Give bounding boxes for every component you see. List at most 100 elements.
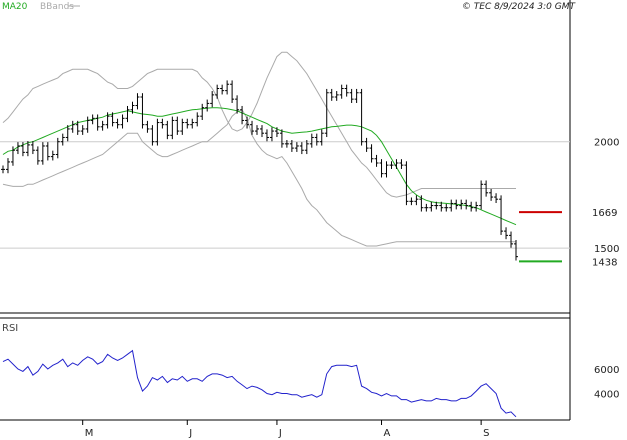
- bb-lower-line: [2, 109, 516, 247]
- ohlc-bar: [474, 201, 479, 212]
- x-tick-label: J: [278, 428, 282, 439]
- ohlc-bar: [324, 88, 329, 138]
- ohlc-bar: [314, 133, 319, 146]
- legend: MA20 BBands © TEC 8/9/2024 3:0 GMT: [2, 2, 576, 12]
- ohlc-bar: [20, 142, 25, 157]
- ohlc-bar: [15, 142, 20, 155]
- ohlc-bar: [449, 199, 454, 212]
- ohlc-bar: [434, 201, 439, 210]
- ohlc-bar: [294, 142, 299, 152]
- ohlc-bar: [235, 95, 240, 114]
- ohlc-bar: [354, 88, 359, 103]
- ohlc-bar: [245, 116, 250, 129]
- rsi-panel: [2, 349, 517, 418]
- ohlc-bar: [359, 88, 364, 146]
- ohlc-bar: [399, 159, 404, 169]
- ohlc-bar: [404, 161, 409, 206]
- ohlc-bar: [250, 120, 255, 135]
- ohlc-bar: [319, 129, 324, 146]
- ohlc-bar: [135, 93, 140, 110]
- ohlc-bar: [289, 140, 294, 152]
- ohlc-bar: [185, 118, 190, 129]
- ohlc-bar: [45, 142, 50, 161]
- ohlc-bar: [489, 188, 494, 201]
- ohlc-bar: [110, 112, 115, 127]
- ohlc-bars: [1, 80, 518, 261]
- ohlc-bar: [284, 140, 289, 148]
- ohlc-bar: [384, 161, 389, 178]
- ohlc-bar: [349, 88, 354, 103]
- ohlc-bar: [120, 114, 125, 129]
- ohlc-bar: [255, 125, 260, 135]
- ohlc-bar: [389, 161, 394, 169]
- ohlc-bar: [25, 141, 30, 157]
- ohlc-bar: [394, 159, 399, 169]
- ohlc-bar: [65, 125, 70, 142]
- ohlc-bar: [309, 133, 314, 148]
- y-tick-label: 2000: [594, 138, 619, 149]
- ohlc-bar: [414, 195, 419, 206]
- ohlc-bar: [240, 105, 245, 125]
- ohlc-bar: [130, 101, 135, 114]
- ohlc-bar: [115, 118, 120, 129]
- ohlc-bar: [334, 91, 339, 101]
- ohlc-bar: [339, 84, 344, 99]
- ohlc-bar: [170, 116, 175, 140]
- ohlc-bar: [299, 142, 304, 155]
- ohlc-bar: [369, 144, 374, 163]
- ohlc-bar: [145, 120, 150, 133]
- ohlc-bar: [364, 137, 369, 152]
- ohlc-bar: [279, 129, 284, 148]
- rsi-label: RSI: [2, 323, 18, 334]
- ohlc-bar: [200, 103, 205, 121]
- ohlc-bar: [504, 227, 509, 240]
- y-tick-label: 1500: [594, 244, 619, 255]
- ohlc-bar: [419, 195, 424, 212]
- ohlc-bar: [225, 80, 230, 95]
- ohlc-bar: [230, 80, 235, 103]
- ohlc-bar: [464, 199, 469, 210]
- ohlc-bar: [484, 180, 489, 197]
- ohlc-bar: [165, 120, 170, 140]
- x-tick-label: S: [483, 428, 489, 439]
- ohlc-bar: [210, 91, 215, 108]
- rsi-y-tick-label: 4000: [594, 390, 619, 401]
- ohlc-bar: [424, 203, 429, 212]
- copyright-text: © TEC 8/9/2024 3:0 GMT: [462, 2, 577, 12]
- ohlc-bar: [494, 193, 499, 204]
- ohlc-bar: [5, 158, 10, 174]
- level-label-1438: 1438: [592, 257, 617, 268]
- ohlc-bar: [344, 84, 349, 97]
- grid: [0, 141, 570, 249]
- ohlc-bar: [90, 114, 95, 125]
- ohlc-bar: [459, 199, 464, 210]
- ohlc-bar: [60, 133, 65, 146]
- ohlc-bar: [160, 118, 165, 129]
- ohlc-bar: [220, 84, 225, 95]
- ohlc-bar: [100, 120, 105, 131]
- ohlc-bar: [175, 116, 180, 135]
- ohlc-bar: [30, 141, 35, 155]
- ohlc-bar: [469, 201, 474, 212]
- legend-bbands: BBands: [40, 2, 74, 12]
- bollinger-bands: [2, 51, 517, 247]
- ohlc-bar: [215, 84, 220, 99]
- bb-upper-line: [2, 51, 516, 198]
- ohlc-bar: [10, 146, 15, 166]
- ohlc-bar: [80, 125, 85, 135]
- ohlc-bar: [259, 125, 264, 138]
- ohlc-bar: [304, 140, 309, 155]
- ohlc-bar: [379, 159, 384, 178]
- ohlc-bar: [499, 195, 504, 235]
- ohlc-bar: [509, 231, 514, 248]
- ohlc-bar: [329, 88, 334, 101]
- ohlc-bar: [140, 93, 145, 129]
- ohlc-bar: [55, 137, 60, 159]
- x-tick-label: A: [384, 428, 391, 439]
- ohlc-bar: [105, 112, 110, 129]
- ohlc-bar: [274, 127, 279, 138]
- ohlc-bar: [1, 165, 5, 174]
- main-panel: [0, 0, 571, 421]
